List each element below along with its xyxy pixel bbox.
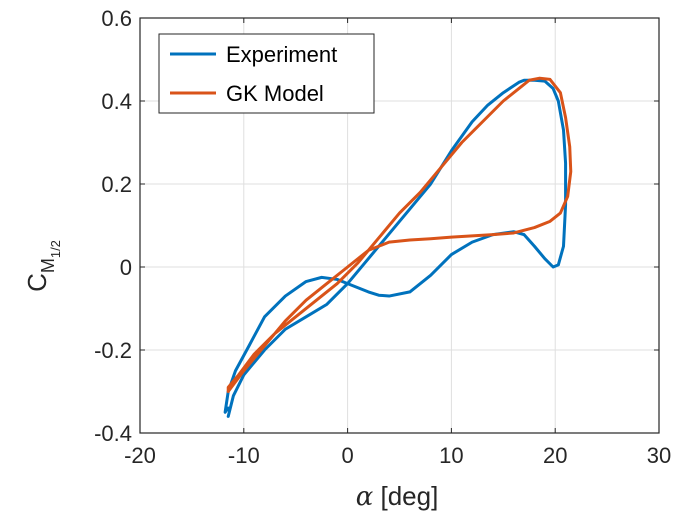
y-axis-sub: M [38, 258, 58, 273]
legend-box [158, 33, 375, 114]
y-tick-label: -0.4 [94, 421, 132, 446]
y-tick-label: 0.6 [101, 6, 132, 31]
legend-label-gk-model: GK Model [226, 81, 324, 106]
x-tick-label: -20 [124, 443, 156, 468]
y-tick-label: -0.2 [94, 338, 132, 363]
svg-text:CM1/2: CM1/2 [22, 240, 63, 292]
y-tick-label: 0.4 [101, 89, 132, 114]
series-line-gk-model [226, 76, 573, 393]
x-tick-label: 0 [341, 443, 353, 468]
x-axis-symbol: α [356, 482, 374, 512]
tick-labels: -20 -10 0 10 20 30 -0.4 -0.2 0 0.2 0.4 0.6 [94, 6, 671, 468]
y-tick-label: 0.2 [101, 172, 132, 197]
x-tick-label: 20 [543, 443, 567, 468]
x-axis-unit: [deg] [373, 481, 438, 511]
x-tick-label: 30 [647, 443, 671, 468]
y-tick-label: 0 [120, 255, 132, 280]
x-tick-label: 10 [439, 443, 463, 468]
x-tick-label: -10 [228, 443, 260, 468]
legend-label-experiment: Experiment [226, 42, 337, 67]
series-layer [223, 76, 573, 418]
y-axis-title: CM1/2 [22, 240, 63, 292]
legend: Experiment GK Model [158, 33, 375, 114]
y-axis-main: C [22, 273, 52, 292]
x-axis-title: α [deg] [356, 481, 439, 512]
y-axis-subsub: 1/2 [48, 240, 63, 258]
series-line-experiment [223, 78, 568, 418]
axes [139, 17, 660, 434]
plot-frame [139, 17, 660, 434]
